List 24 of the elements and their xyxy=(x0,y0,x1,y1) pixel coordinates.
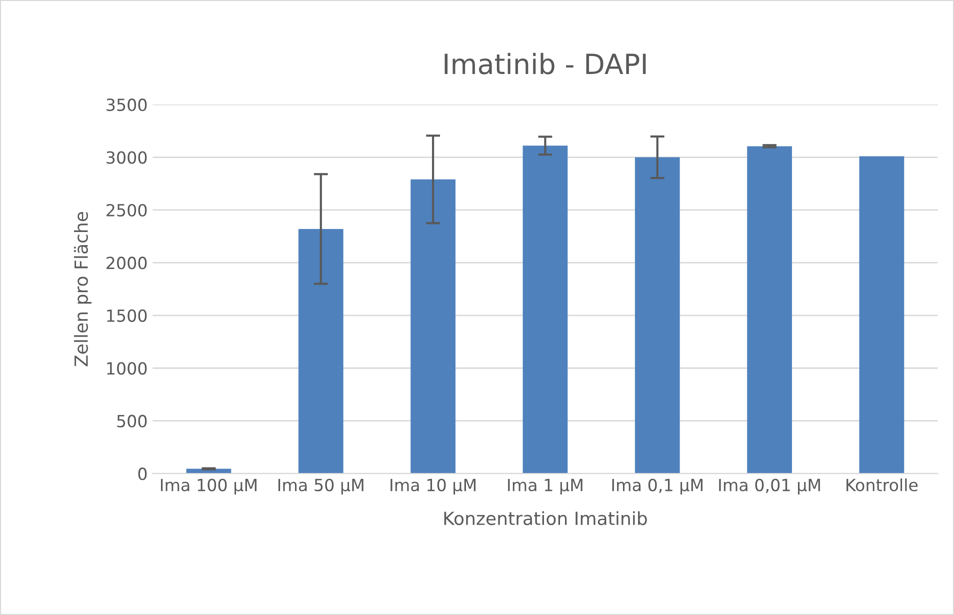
bar xyxy=(522,146,568,474)
y-tick-label: 1500 xyxy=(107,309,147,322)
y-tick-label: 500 xyxy=(117,414,147,428)
y-tick-label: 3000 xyxy=(106,151,147,164)
x-tick-label: Ima 0,1 µM xyxy=(612,478,702,495)
y-tick-label: 2500 xyxy=(106,204,147,217)
x-tick-label: Ima 10 µM xyxy=(390,478,476,495)
y-tick-label: 2000 xyxy=(106,256,147,270)
bar xyxy=(747,146,792,474)
y-tick-label: 0 xyxy=(138,468,147,480)
x-tick-label: Ima 50 µM xyxy=(278,478,364,495)
x-tick-label: Kontrolle xyxy=(846,478,918,492)
bar xyxy=(298,228,344,474)
x-axis-title: Konzentration Imatinib xyxy=(444,511,647,526)
chart-title: Imatinib - DAPI xyxy=(444,52,646,74)
y-tick-label: 3500 xyxy=(106,98,147,112)
y-axis-title: Zellen pro Fläche xyxy=(74,212,92,366)
bar xyxy=(859,156,904,474)
x-tick-label: Ima 100 µM xyxy=(160,478,256,495)
bar xyxy=(410,179,456,474)
bar xyxy=(634,157,680,474)
x-tick-label: Ima 1 µM xyxy=(508,478,582,495)
x-tick-label: Ima 0,01 µM xyxy=(719,478,820,495)
y-tick-label: 1000 xyxy=(107,362,147,375)
